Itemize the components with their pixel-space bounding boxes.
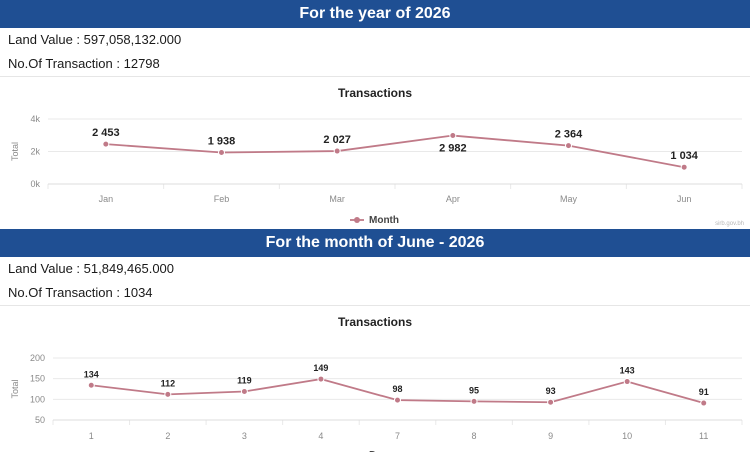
year-data-label: 1 938 [208,136,236,148]
year-x-tick-label: Jun [677,194,692,204]
month-data-label: 143 [620,366,635,376]
year-y-tick-label: 2k [30,147,40,157]
year-transactions-chart: Transactions 0k 2k 4k Total Jan Feb Mar Apr May Ju… [10,86,743,226]
month-data-label: 112 [161,378,176,388]
month-data-point[interactable] [700,399,708,407]
month-data-label: 149 [313,363,328,373]
month-x-tick-label: 2 [165,431,170,441]
month-data-label: 93 [546,386,556,396]
year-data-point[interactable] [565,142,572,150]
month-transactions: No.Of Transaction : 1034 [0,281,750,305]
year-x-tick-label: Apr [446,194,460,204]
year-data-label: 1 034 [670,150,698,162]
month-data-label: 134 [84,369,99,379]
year-chart-title: Transactions [338,86,412,100]
year-legend-label: Month [369,215,399,226]
month-y-axis-label: Total [10,379,20,398]
month-transactions-chart: Transactions 50 100 150 200 Total 1 2 3 4 7 8 9 10 11 1… [10,315,743,452]
year-section: For the year of 2026 Land Value : 597,05… [0,0,750,229]
year-legend-marker [354,217,360,223]
year-land-value-label: Land Value : [8,32,84,47]
month-data-label: 98 [392,384,402,394]
month-data-label: 119 [237,375,252,385]
year-land-value-amount: 597,058,132.000 [83,32,182,47]
year-x-tick-label: Feb [214,194,230,204]
year-land-value: Land Value : 597,058,132.000 [0,28,750,52]
month-legend-label: Days [369,450,393,452]
month-data-point[interactable] [394,396,401,404]
month-banner: For the month of June - 2026 [0,229,750,257]
month-x-tick-label: 1 [89,431,94,441]
month-data-point[interactable] [240,387,248,395]
month-data-point[interactable] [164,390,172,398]
year-data-label: 2 364 [555,129,583,141]
year-data-label: 2 982 [439,143,467,155]
month-transactions-label: No.Of Transaction : [8,285,124,300]
year-y-tick-label: 0k [30,179,40,189]
year-y-axis-label: Total [10,142,20,161]
month-y-tick-label: 150 [30,374,45,384]
month-land-value-amount: 51,849,465.000 [83,261,175,276]
year-banner: For the year of 2026 [0,0,750,28]
month-data-point[interactable] [87,381,95,389]
month-section: For the month of June - 2026 Land Value … [0,229,750,452]
month-legend[interactable]: Days [350,450,393,452]
month-transactions-count: 1034 [123,285,153,300]
year-transactions-label: No.Of Transaction : [8,56,124,71]
month-land-value: Land Value : 51,849,465.000 [0,257,750,281]
year-legend[interactable]: Month [350,215,399,226]
year-data-point[interactable] [680,163,688,171]
month-x-tick-label: 8 [472,431,477,441]
credit-text: sirb.gov.bh [715,221,744,227]
month-x-tick-label: 3 [242,431,247,441]
month-chart-title: Transactions [338,315,412,329]
year-chart-box: Transactions 0k 2k 4k Total Jan Feb Mar Apr May Ju… [0,76,750,229]
month-data-point[interactable] [470,397,478,405]
year-x-tick-label: Jan [99,194,114,204]
year-data-point[interactable] [218,149,225,157]
year-transactions: No.Of Transaction : 12798 [0,52,750,76]
month-y-tick-label: 50 [35,415,45,425]
month-data-point[interactable] [623,378,631,386]
month-x-tick-label: 10 [622,431,632,441]
month-chart-box: Transactions 50 100 150 200 Total 1 2 3 4 7 8 9 10 11 1… [0,305,750,452]
year-data-point[interactable] [449,132,457,140]
year-x-tick-label: May [560,194,578,204]
year-data-label: 2 453 [92,127,120,139]
year-data-point[interactable] [333,147,341,155]
month-x-tick-label: 11 [699,431,708,441]
year-x-tick-label: Mar [329,194,345,204]
year-y-tick-label: 4k [30,114,40,124]
month-y-tick-label: 200 [30,353,45,363]
month-data-label: 91 [699,387,709,397]
year-transactions-count: 12798 [123,56,160,71]
month-land-value-label: Land Value : [8,261,84,276]
month-y-tick-label: 100 [30,394,45,404]
month-data-label: 95 [469,385,479,395]
year-data-label: 2 027 [323,134,351,146]
month-data-point[interactable] [547,398,555,406]
month-x-tick-label: 9 [548,431,553,441]
year-series-line [105,134,685,169]
month-data-point[interactable] [317,375,325,383]
year-data-point[interactable] [102,140,110,148]
month-x-tick-label: 4 [318,431,323,441]
month-x-tick-label: 7 [395,431,400,441]
